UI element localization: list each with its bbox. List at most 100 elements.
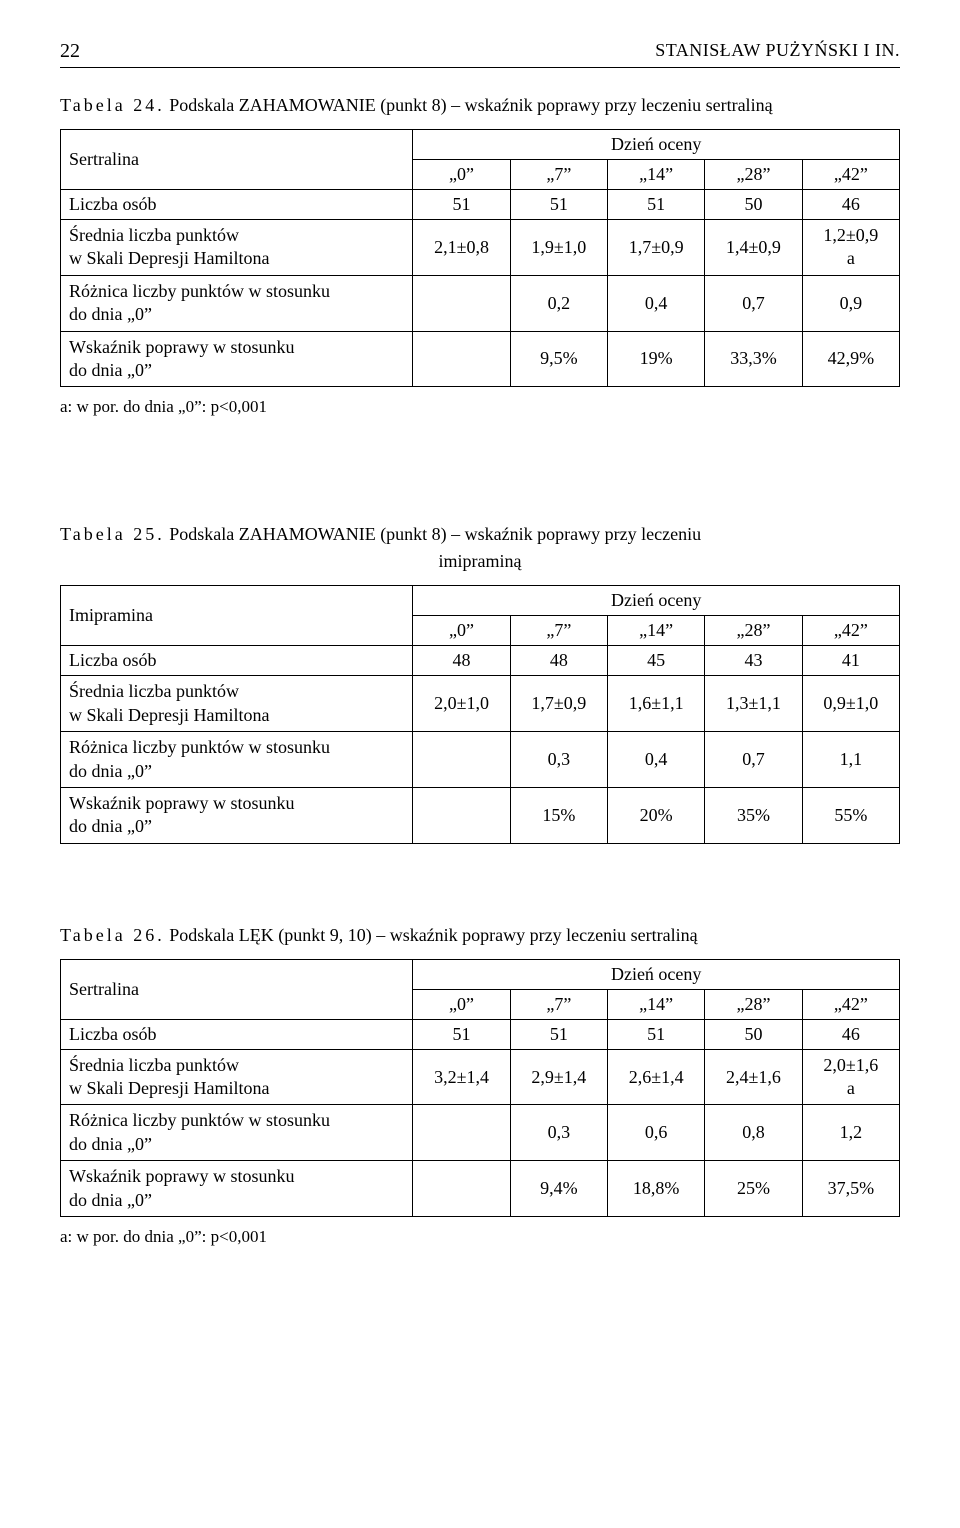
table26-cell: 51 xyxy=(608,1019,705,1049)
table24-drug-header: Sertralina xyxy=(61,130,413,190)
label-line: Średnia liczba punktów xyxy=(69,225,239,245)
table26-cell: 0,6 xyxy=(608,1105,705,1161)
table26-cell: 25% xyxy=(705,1161,802,1217)
table24-cell: 46 xyxy=(802,190,899,220)
table24-cell: 51 xyxy=(608,190,705,220)
table26-roznica-label: Różnica liczby punktów w stosunku do dni… xyxy=(61,1105,413,1161)
table24-footnote: a: w por. do dnia „0”: p<0,001 xyxy=(60,397,900,417)
table25-cell: 20% xyxy=(608,787,705,843)
label-line: do dnia „0” xyxy=(69,761,152,781)
table26-day-4: „42” xyxy=(802,989,899,1019)
label-line: do dnia „0” xyxy=(69,816,152,836)
table24-wskaznik-label: Wskaźnik poprawy w stosunku do dnia „0” xyxy=(61,331,413,387)
label-line: Różnica liczby punktów w stosunku xyxy=(69,1110,330,1130)
table26-cell: 9,4% xyxy=(510,1161,607,1217)
table-row: Wskaźnik poprawy w stosunku do dnia „0” … xyxy=(61,1161,900,1217)
table24-day-3: „28” xyxy=(705,160,802,190)
header-author: STANISŁAW PUŻYŃSKI I IN. xyxy=(655,40,900,63)
table25-day-1: „7” xyxy=(510,616,607,646)
table25-caption: Tabela 25. Podskala ZAHAMOWANIE (punkt 8… xyxy=(60,521,900,575)
table26-day-0: „0” xyxy=(413,989,510,1019)
table24-day-1: „7” xyxy=(510,160,607,190)
table25-drug-header: Imipramina xyxy=(61,586,413,646)
table26-liczba-label: Liczba osób xyxy=(61,1019,413,1049)
table24-day-2: „14” xyxy=(608,160,705,190)
table24-ocena-header: Dzień oceny xyxy=(413,130,900,160)
table26-wskaznik-label: Wskaźnik poprawy w stosunku do dnia „0” xyxy=(61,1161,413,1217)
table26: Sertralina Dzień oceny „0” „7” „14” „28”… xyxy=(60,959,900,1217)
table25-cell: 48 xyxy=(510,646,607,676)
table26-caption-label: Tabela 26. xyxy=(60,925,165,945)
table26-caption: Tabela 26. Podskala LĘK (punkt 9, 10) – … xyxy=(60,922,900,949)
table-row: Liczba osób 51 51 51 50 46 xyxy=(61,1019,900,1049)
table25-cell xyxy=(413,732,510,788)
table26-srednia-label: Średnia liczba punktów w Skali Depresji … xyxy=(61,1049,413,1105)
table26-ocena-header: Dzień oceny xyxy=(413,959,900,989)
table24-caption: Tabela 24. Podskala ZAHAMOWANIE (punkt 8… xyxy=(60,92,900,119)
table24-cell: 9,5% xyxy=(510,331,607,387)
table26-cell: 46 xyxy=(802,1019,899,1049)
table25-cell: 1,6±1,1 xyxy=(608,676,705,732)
label-line: do dnia „0” xyxy=(69,360,152,380)
label-line: do dnia „0” xyxy=(69,1190,152,1210)
table24-cell: 1,2±0,9a xyxy=(802,220,899,276)
table24-cell: 0,7 xyxy=(705,275,802,331)
table24-roznica-label: Różnica liczby punktów w stosunku do dni… xyxy=(61,275,413,331)
label-line: Wskaźnik poprawy w stosunku xyxy=(69,1166,294,1186)
table26-cell xyxy=(413,1105,510,1161)
table24-liczba-label: Liczba osób xyxy=(61,190,413,220)
table25-day-3: „28” xyxy=(705,616,802,646)
table25-cell: 45 xyxy=(608,646,705,676)
table25-cell: 1,7±0,9 xyxy=(510,676,607,732)
table24-cell: 33,3% xyxy=(705,331,802,387)
table26-cell: 50 xyxy=(705,1019,802,1049)
table25-cell: 0,3 xyxy=(510,732,607,788)
table26-cell: 51 xyxy=(413,1019,510,1049)
page-header: 22 STANISŁAW PUŻYŃSKI I IN. xyxy=(60,40,900,68)
table26-cell: 18,8% xyxy=(608,1161,705,1217)
table25-cell xyxy=(413,787,510,843)
table25-cell: 48 xyxy=(413,646,510,676)
table24-cell xyxy=(413,275,510,331)
label-line: Wskaźnik poprawy w stosunku xyxy=(69,337,294,357)
table25-cell: 2,0±1,0 xyxy=(413,676,510,732)
table26-day-1: „7” xyxy=(510,989,607,1019)
table26-cell: 2,6±1,4 xyxy=(608,1049,705,1105)
table-row: Liczba osób 51 51 51 50 46 xyxy=(61,190,900,220)
table24-cell: 51 xyxy=(510,190,607,220)
table25-day-4: „42” xyxy=(802,616,899,646)
table24-cell: 51 xyxy=(413,190,510,220)
table25-caption-text-1: Podskala ZAHAMOWANIE (punkt 8) – wskaźni… xyxy=(169,524,701,544)
label-line: Wskaźnik poprawy w stosunku xyxy=(69,793,294,813)
table24-srednia-label: Średnia liczba punktów w Skali Depresji … xyxy=(61,220,413,276)
table25-cell: 1,3±1,1 xyxy=(705,676,802,732)
label-line: w Skali Depresji Hamiltona xyxy=(69,705,269,725)
table26-cell xyxy=(413,1161,510,1217)
table25-cell: 43 xyxy=(705,646,802,676)
table25-caption-text-2: imipraminą xyxy=(60,548,900,575)
table26-cell: 2,0±1,6a xyxy=(802,1049,899,1105)
table26-caption-text: Podskala LĘK (punkt 9, 10) – wskaźnik po… xyxy=(169,925,697,945)
table-row: Średnia liczba punktów w Skali Depresji … xyxy=(61,676,900,732)
table26-cell: 51 xyxy=(510,1019,607,1049)
table26-cell: 3,2±1,4 xyxy=(413,1049,510,1105)
table25-day-0: „0” xyxy=(413,616,510,646)
label-line: Średnia liczba punktów xyxy=(69,681,239,701)
table24-day-4: „42” xyxy=(802,160,899,190)
table26-day-3: „28” xyxy=(705,989,802,1019)
table25-cell: 55% xyxy=(802,787,899,843)
table25-liczba-label: Liczba osób xyxy=(61,646,413,676)
table25-ocena-header: Dzień oceny xyxy=(413,586,900,616)
label-line: w Skali Depresji Hamiltona xyxy=(69,248,269,268)
table25: Imipramina Dzień oceny „0” „7” „14” „28”… xyxy=(60,585,900,843)
table25-cell: 35% xyxy=(705,787,802,843)
page-number: 22 xyxy=(60,40,80,63)
label-line: do dnia „0” xyxy=(69,1134,152,1154)
table25-srednia-label: Średnia liczba punktów w Skali Depresji … xyxy=(61,676,413,732)
table25-cell: 0,9±1,0 xyxy=(802,676,899,732)
table25-cell: 41 xyxy=(802,646,899,676)
table25-day-2: „14” xyxy=(608,616,705,646)
table26-cell: 0,3 xyxy=(510,1105,607,1161)
table26-footnote: a: w por. do dnia „0”: p<0,001 xyxy=(60,1227,900,1247)
table-row: Liczba osób 48 48 45 43 41 xyxy=(61,646,900,676)
